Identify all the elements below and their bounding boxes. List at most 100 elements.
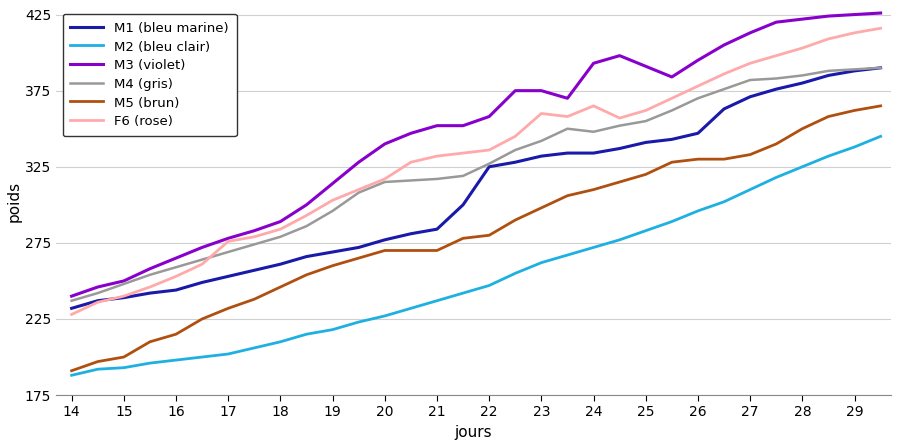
M3 (violet) <box>171 255 181 261</box>
M3 (violet) <box>536 88 547 93</box>
F6 (rose) <box>223 239 233 244</box>
M3 (violet) <box>301 202 312 207</box>
M3 (violet) <box>119 278 129 283</box>
F6 (rose) <box>406 160 417 165</box>
M4 (gris) <box>327 208 338 214</box>
M1 (bleu marine) <box>197 280 207 285</box>
M3 (violet) <box>458 123 469 128</box>
M1 (bleu marine) <box>92 298 103 304</box>
M5 (brun) <box>66 368 77 373</box>
M1 (bleu marine) <box>223 274 233 279</box>
F6 (rose) <box>510 134 521 139</box>
M4 (gris) <box>301 224 312 229</box>
M1 (bleu marine) <box>588 150 599 156</box>
M1 (bleu marine) <box>353 245 364 250</box>
F6 (rose) <box>562 114 573 119</box>
M5 (brun) <box>770 141 781 147</box>
M1 (bleu marine) <box>406 231 417 236</box>
M5 (brun) <box>850 108 860 113</box>
M5 (brun) <box>640 172 651 177</box>
M1 (bleu marine) <box>797 80 807 86</box>
F6 (rose) <box>275 227 286 232</box>
M4 (gris) <box>640 118 651 124</box>
M4 (gris) <box>692 96 703 101</box>
M5 (brun) <box>876 103 886 109</box>
Line: M2 (bleu clair): M2 (bleu clair) <box>72 136 881 375</box>
M3 (violet) <box>197 245 207 250</box>
M2 (bleu clair) <box>536 260 547 266</box>
M2 (bleu clair) <box>197 354 207 360</box>
M4 (gris) <box>249 242 260 247</box>
M1 (bleu marine) <box>119 295 129 300</box>
M4 (gris) <box>432 176 443 181</box>
M1 (bleu marine) <box>666 137 677 142</box>
M3 (violet) <box>327 181 338 186</box>
M2 (bleu clair) <box>223 351 233 357</box>
F6 (rose) <box>458 150 469 156</box>
M3 (violet) <box>379 141 390 147</box>
M2 (bleu clair) <box>692 208 703 214</box>
M2 (bleu clair) <box>171 358 181 363</box>
M5 (brun) <box>119 354 129 360</box>
M1 (bleu marine) <box>327 249 338 255</box>
F6 (rose) <box>614 115 625 121</box>
F6 (rose) <box>770 53 781 59</box>
F6 (rose) <box>640 108 651 113</box>
M2 (bleu clair) <box>275 339 286 345</box>
Y-axis label: poids: poids <box>7 181 22 222</box>
M3 (violet) <box>666 74 677 80</box>
M2 (bleu clair) <box>562 253 573 258</box>
M4 (gris) <box>92 291 103 296</box>
M5 (brun) <box>249 296 260 302</box>
M5 (brun) <box>588 187 599 192</box>
M2 (bleu clair) <box>484 283 495 288</box>
M4 (gris) <box>718 86 729 92</box>
M3 (violet) <box>223 236 233 241</box>
M4 (gris) <box>119 281 129 287</box>
M2 (bleu clair) <box>614 237 625 243</box>
F6 (rose) <box>327 198 338 203</box>
M3 (violet) <box>797 17 807 22</box>
M2 (bleu clair) <box>823 153 834 159</box>
M5 (brun) <box>666 160 677 165</box>
F6 (rose) <box>692 84 703 89</box>
M2 (bleu clair) <box>770 175 781 180</box>
M5 (brun) <box>301 272 312 278</box>
M2 (bleu clair) <box>640 228 651 233</box>
M2 (bleu clair) <box>145 360 155 366</box>
M2 (bleu clair) <box>850 144 860 150</box>
F6 (rose) <box>432 153 443 159</box>
M3 (violet) <box>692 58 703 63</box>
M2 (bleu clair) <box>301 332 312 337</box>
M1 (bleu marine) <box>301 254 312 259</box>
M1 (bleu marine) <box>823 73 834 78</box>
M2 (bleu clair) <box>432 298 443 304</box>
F6 (rose) <box>797 45 807 51</box>
M1 (bleu marine) <box>614 146 625 151</box>
F6 (rose) <box>484 148 495 153</box>
X-axis label: jours: jours <box>454 425 492 440</box>
M1 (bleu marine) <box>275 261 286 267</box>
M2 (bleu clair) <box>510 270 521 276</box>
M1 (bleu marine) <box>510 160 521 165</box>
M3 (violet) <box>770 20 781 25</box>
Line: M5 (brun): M5 (brun) <box>72 106 881 371</box>
M4 (gris) <box>197 257 207 262</box>
M2 (bleu clair) <box>406 306 417 311</box>
F6 (rose) <box>92 299 103 305</box>
M4 (gris) <box>223 249 233 255</box>
M2 (bleu clair) <box>666 219 677 224</box>
Line: M1 (bleu marine): M1 (bleu marine) <box>72 68 881 308</box>
M1 (bleu marine) <box>770 86 781 92</box>
F6 (rose) <box>850 30 860 35</box>
M3 (violet) <box>640 63 651 69</box>
M3 (violet) <box>145 266 155 271</box>
M5 (brun) <box>223 306 233 311</box>
M4 (gris) <box>510 148 521 153</box>
M2 (bleu clair) <box>66 373 77 378</box>
M2 (bleu clair) <box>744 187 755 192</box>
M3 (violet) <box>66 294 77 299</box>
M1 (bleu marine) <box>249 268 260 273</box>
M4 (gris) <box>823 68 834 74</box>
M1 (bleu marine) <box>718 106 729 112</box>
